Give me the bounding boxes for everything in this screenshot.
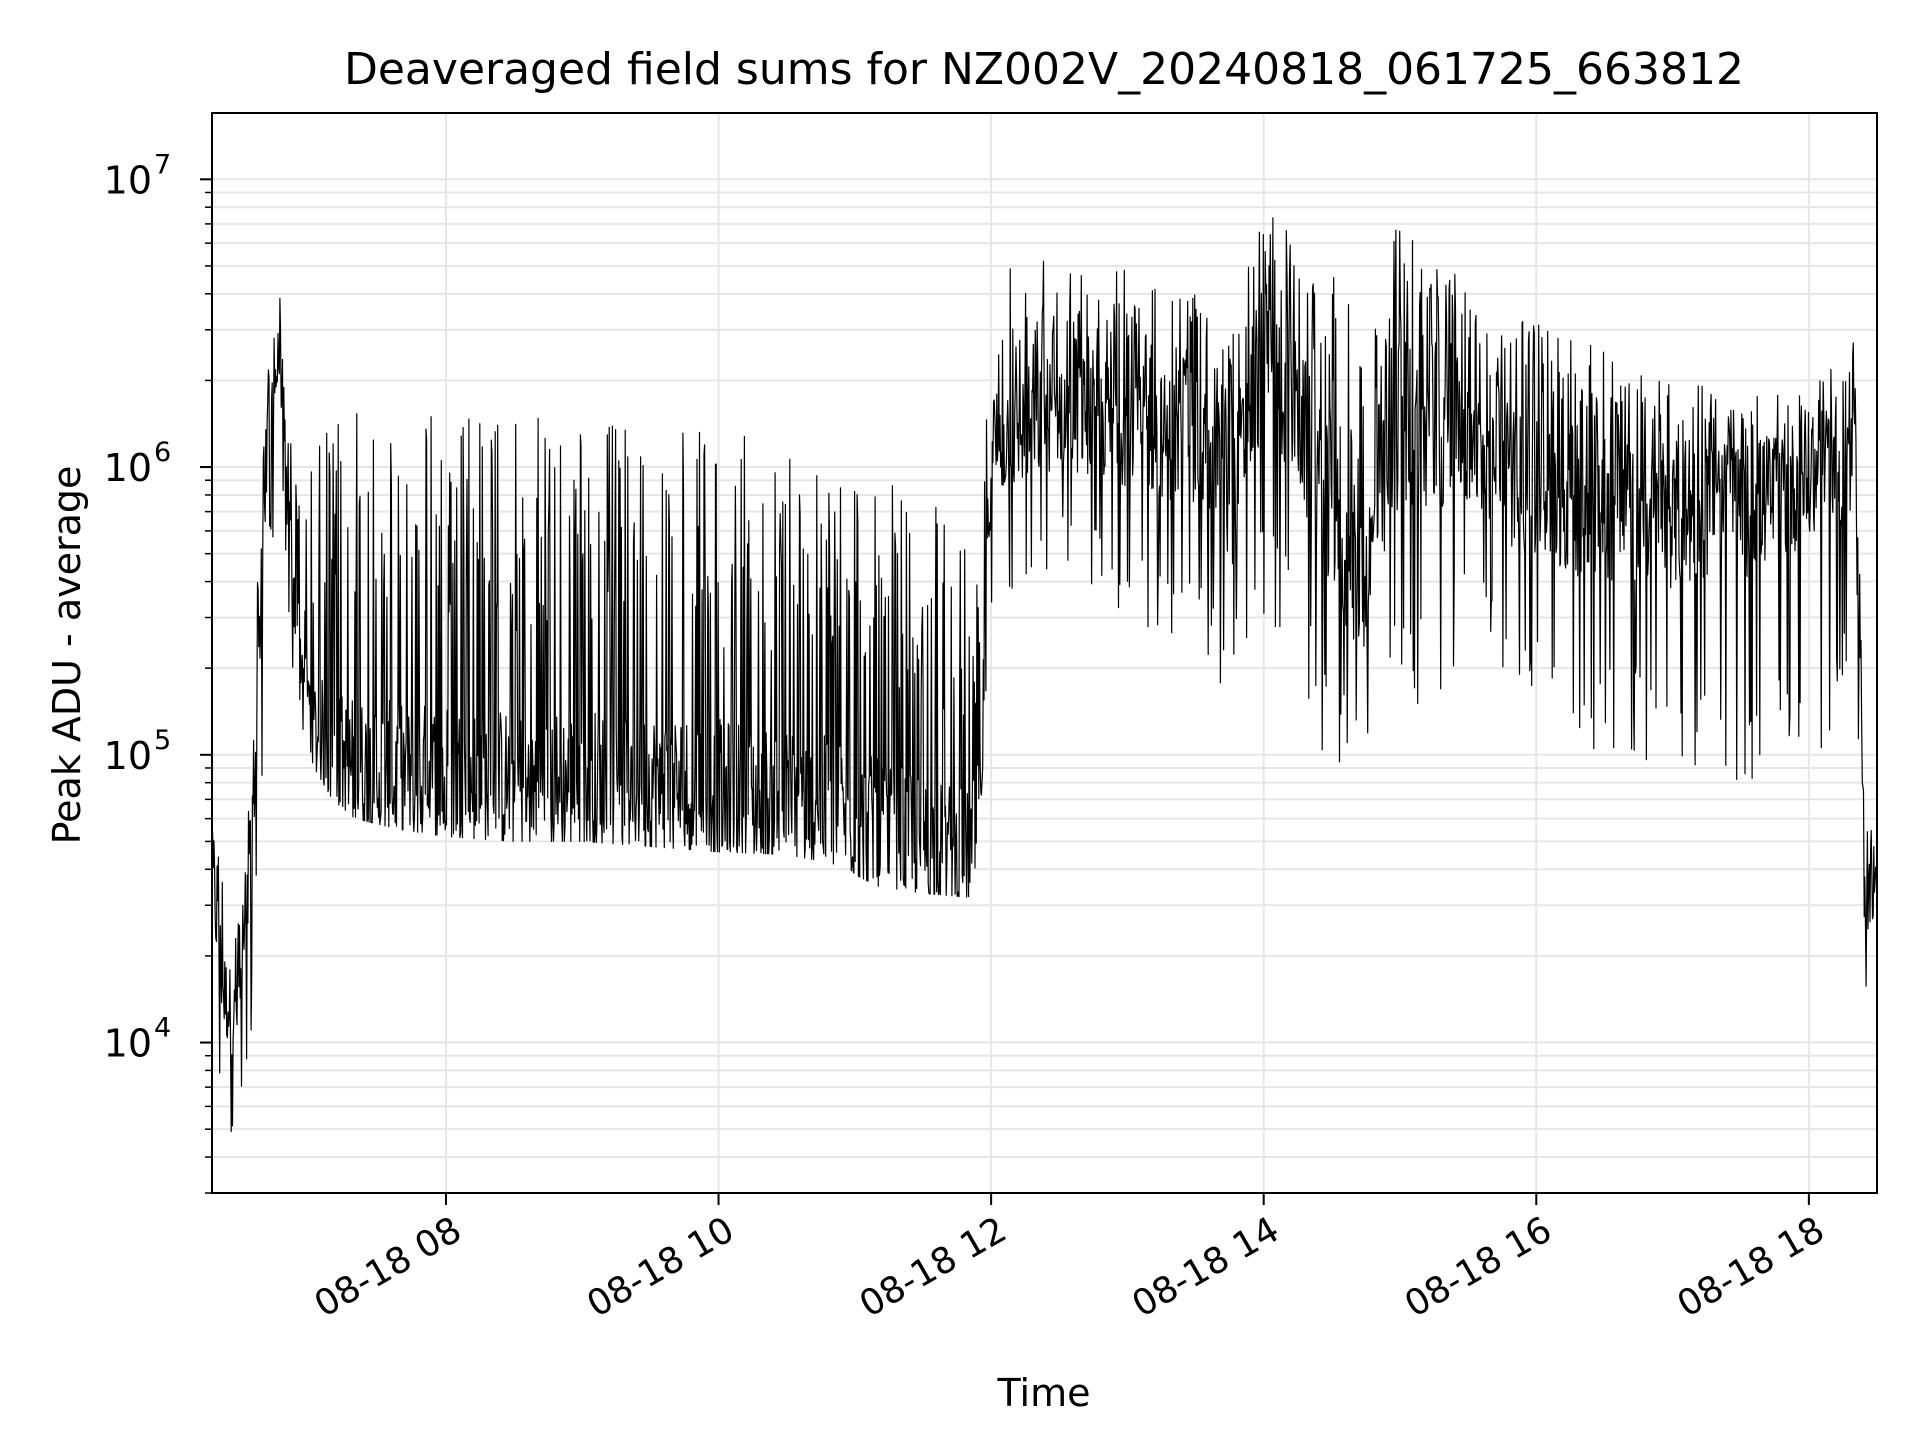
series-line: [211, 217, 1878, 1133]
y-tick-label-exponent: 4: [154, 1013, 171, 1044]
chart-title: Deaveraged field sums for NZ002V_2024081…: [344, 44, 1744, 95]
y-tick-label-exponent: 5: [154, 725, 171, 756]
x-axis-label: Time: [997, 1371, 1091, 1415]
y-axis-label: Peak ADU - average: [45, 466, 89, 845]
y-tick-label: 10: [104, 1022, 152, 1066]
y-tick-label-exponent: 7: [154, 149, 171, 180]
y-tick-label: 10: [104, 734, 152, 778]
y-tick-label: 10: [104, 446, 152, 490]
plot-area-frame: [211, 112, 1878, 1194]
y-tick-label: 10: [104, 158, 152, 202]
series-line-group: [211, 217, 1878, 1133]
y-tick-label-exponent: 6: [154, 437, 171, 468]
